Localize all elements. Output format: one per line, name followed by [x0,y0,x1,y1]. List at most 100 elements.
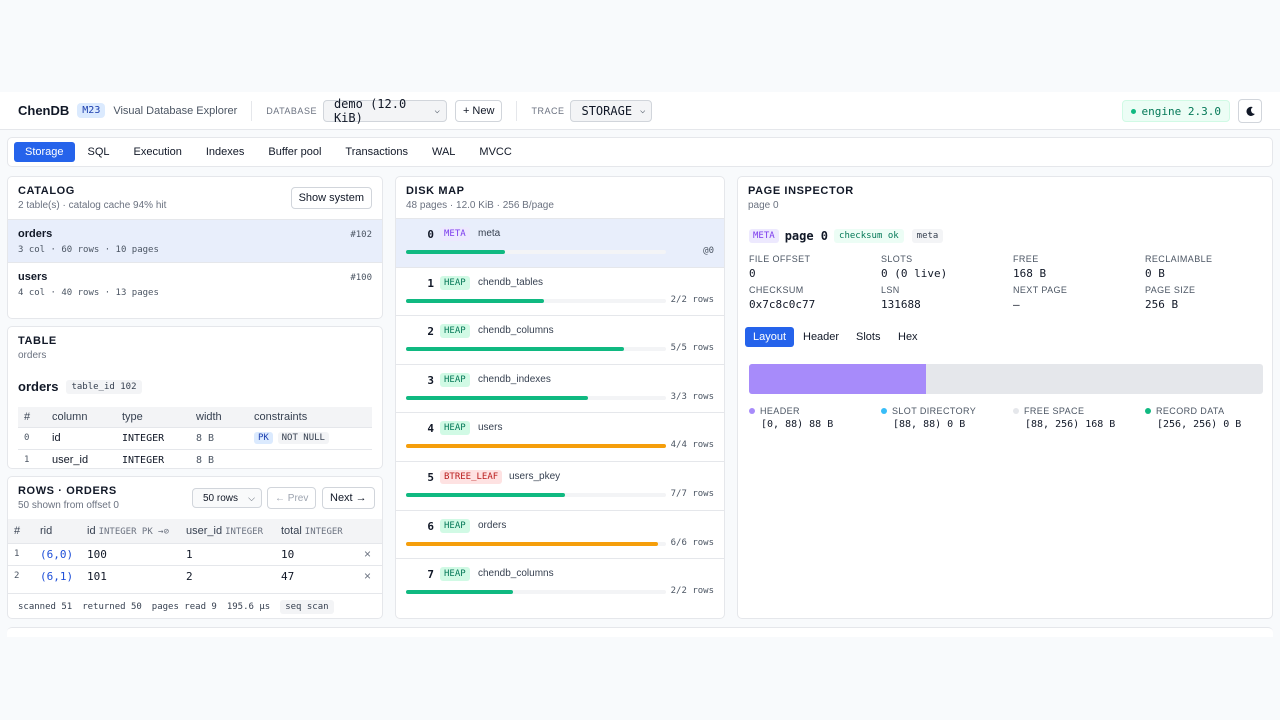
page-fill-level [406,250,505,254]
tab-transactions[interactable]: Transactions [345,146,408,158]
disk-page-row[interactable]: 5 BTREE_LEAF users_pkey 7/7 rows [396,461,724,510]
row-user-id: 2 [180,564,275,587]
page-field: SLOTS 0 (0 live) [881,254,947,280]
tab-execution[interactable]: Execution [133,146,182,158]
tab-indexes[interactable]: Indexes [205,146,245,158]
page-fill-level [406,590,513,595]
tab-storage[interactable]: Storage [14,142,75,162]
row-user-id: 1 [180,542,275,565]
tab-wal[interactable]: WAL [431,146,456,158]
page-field-label: LSN [881,285,900,295]
page-fill-bar [406,541,666,546]
catalog-subtitle: 2 table(s) · catalog cache 94% hit [18,200,167,211]
legend-item: HEADER [0, 88) 88 B [749,406,833,430]
inspector-tab-layout[interactable]: Layout [745,327,795,347]
page-type-badge: META [749,229,779,243]
scan-mode-badge: seq scan [280,600,334,614]
show-system-button[interactable]: Show system [290,187,372,209]
new-database-button[interactable]: + New [454,99,503,122]
catalog-item-orders[interactable]: orders 3 col · 60 rows · 10 pages #102 [8,219,382,262]
column-header: type [116,407,190,427]
next-page-button[interactable]: Next → [322,487,375,509]
page-owner-name: users_pkey [509,471,561,482]
scanned-count: scanned 51 [18,602,73,612]
rows-header-row: # rid id INTEGER PK →⊘ user_id INTEGER tot… [8,519,382,543]
database-select[interactable]: demo (12.0 KiB) ⌵ [322,97,447,125]
table-row[interactable]: 1 (6,0) 100 1 10 × [8,542,382,565]
disk-map-panel: DISK MAP 48 pages · 12.0 KiB · 256 B/pag… [395,176,725,619]
trace-select[interactable]: STORAGE ⌵ [570,99,653,122]
page-owner-name: chendb_tables [478,276,544,288]
rows-title: ROWS · ORDERS [18,485,117,497]
table-row: 1 user_id INTEGER 8 B [18,448,372,468]
disk-page-row[interactable]: 1 HEAP chendb_tables 2/2 rows [396,266,724,316]
page-number: 5 [427,471,434,484]
page-fill-level [406,395,588,400]
catalog-title: CATALOG [18,185,75,197]
page-number: 2 [427,325,434,339]
disk-map-subtitle: 48 pages · 12.0 KiB · 256 B/page [406,200,554,211]
returned-count: returned 50 [82,602,142,612]
legend-item: RECORD DATA [256, 256) 0 B [1145,406,1241,430]
column-type: INTEGER [116,448,190,468]
page-type-badge: HEAP [440,567,470,582]
page-row-count: 4/4 rows [670,440,714,451]
disk-page-row[interactable]: 7 HEAP chendb_columns 2/2 rows [396,558,724,607]
delete-row-icon[interactable]: × [358,564,382,587]
page-fill-bar [406,590,666,595]
header-label: total [281,524,302,537]
rows-table: # rid id INTEGER PK →⊘ user_id INTEGER tot… [8,519,382,587]
page-type-badge: HEAP [440,372,470,387]
rows-limit-select[interactable]: 50 rows ⌵ [192,488,262,508]
catalog-item-name: orders [18,228,53,240]
page-owner-name: chendb_columns [478,325,554,337]
trace-label: TRACE [531,105,565,116]
page-owner-name: users [478,422,503,434]
inspector-tab-hex[interactable]: Hex [898,331,918,343]
catalog-item-name: users [18,271,48,283]
inspector-page-label: page 0 [784,229,829,243]
page-field-label: NEXT PAGE [1013,285,1068,295]
page-row-count: 2/2 rows [670,294,714,305]
legend-value: [0, 88) 88 B [761,419,834,430]
disk-page-row[interactable]: 6 HEAP orders 6/6 rows [396,509,724,559]
page-fill-level [406,444,666,449]
page-type-badge: HEAP [440,421,470,436]
catalog-item-users[interactable]: users 4 col · 40 rows · 13 pages #100 [8,262,382,305]
disk-page-row[interactable]: 3 HEAP chendb_indexes 3/3 rows [396,363,724,413]
catalog-item-id: #100 [350,273,372,283]
page-owner-name: meta [478,228,501,239]
page-fill-bar [406,444,666,449]
page-row-count: 2/2 rows [670,586,714,597]
page-fill-level [406,347,625,352]
row-id: 101 [81,564,180,587]
disk-page-row[interactable]: 4 HEAP users 4/4 rows [396,412,724,461]
legend-value: [256, 256) 0 B [1157,419,1242,430]
page-field: CHECKSUM 0x7c8c0c77 [749,285,815,311]
page-row-count: 7/7 rows [670,489,714,499]
chevron-down-icon: ⌵ [434,105,440,116]
page-fill-bar [406,395,666,400]
prev-page-button[interactable]: ← Prev [267,487,317,509]
tab-sql[interactable]: SQL [87,146,110,158]
table-row[interactable]: 2 (6,1) 101 2 47 × [8,564,382,587]
legend-label: SLOT DIRECTORY [892,406,977,416]
legend-dot-icon [749,408,755,414]
header-label: id [87,524,96,537]
disk-page-row[interactable]: 0 META meta @0 [396,218,724,267]
tab-buffer-pool[interactable]: Buffer pool [268,146,322,158]
disk-page-row[interactable]: 2 HEAP chendb_columns 5/5 rows [396,315,724,364]
legend-label: RECORD DATA [1156,406,1225,416]
inspector-tab-header[interactable]: Header [803,331,840,343]
tab-mvcc[interactable]: MVCC [479,146,512,158]
table-title: TABLE [18,335,57,347]
theme-toggle-button[interactable] [1238,99,1262,123]
engine-version-badge: engine 2.3.0 [1121,100,1230,122]
page-owner-name: chendb_columns [478,568,554,580]
column-header: constraints [248,407,372,427]
inspector-tab-slots[interactable]: Slots [856,331,881,343]
row-rid: (6,1) [34,564,81,587]
page-fill-bar [406,298,666,303]
page-field-label: RECLAIMABLE [1145,254,1213,264]
delete-row-icon[interactable]: × [358,542,382,565]
